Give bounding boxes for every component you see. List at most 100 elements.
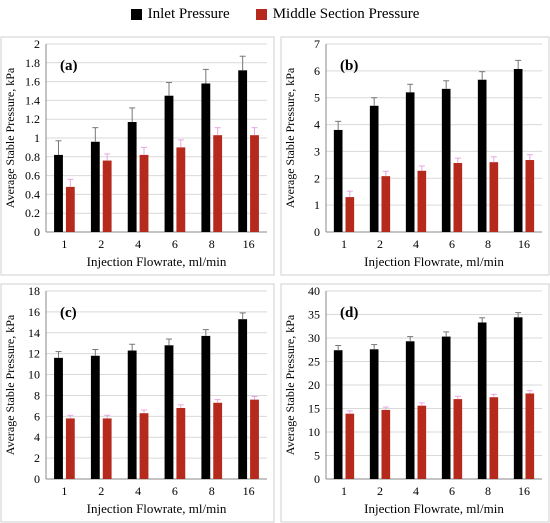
panel-b-bar-middle-1 [345,197,355,232]
legend-item-middle: Middle Section Pressure [255,6,419,23]
panel-a-bar-middle-1 [65,186,75,232]
legend-swatch-inlet [130,8,142,20]
panel-b-bar-middle-4 [417,170,427,232]
panel-b-ytick-label: 0 [314,225,320,239]
chart-legend: Inlet Pressure Middle Section Pressure [0,4,550,24]
panel-c-xtick-label: 8 [209,484,215,498]
panel-c-bar-middle-2 [102,418,112,479]
panel-a-xtick-label: 8 [209,237,215,251]
panel-a-ytick-label: 1.6 [25,75,40,89]
panel-d-bar-middle-8 [489,397,499,479]
panel-d-ytick-label: 40 [308,284,320,298]
panel-a-bar-middle-16 [250,135,259,232]
panel-b-xtick-label: 4 [413,237,419,251]
panel-c-bar-middle-1 [65,418,75,479]
panel-a-xtick-label: 1 [61,237,67,251]
panel-d-bar-middle-1 [345,413,355,479]
panel-d-xtick-label: 6 [449,484,455,498]
panel-d-xtick-label: 8 [485,484,491,498]
panel-a-ytick-label: 1.8 [25,56,40,70]
panel-b-xtick-label: 8 [485,237,491,251]
panel-d-y-axis-label: Average Stable Pressure, kPa [283,314,297,455]
panel-d-xtick-label: 16 [518,484,530,498]
panel-a-ytick-label: 0 [34,225,40,239]
panel-c-bar-inlet-1 [54,357,63,479]
panel-b-xtick-label: 1 [341,237,347,251]
panel-c-y-axis-label: Average Stable Pressure, kPa [3,314,17,455]
panel-c-bar-inlet-2 [90,355,100,479]
panel-d-ytick-label: 0 [314,472,320,486]
panel-c-xtick-label: 6 [172,484,178,498]
panel-d-ytick-label: 5 [314,449,320,463]
panel-b-chart: 0 1 2 3 4 5 6 7 1 2 4 6 8 16 Injection Flowrate, ml/mi… [280,36,550,276]
panel-a-ytick-label: 1.2 [25,112,40,126]
panel-b-label: (b) [340,58,358,74]
panel-a-ytick-label: 0.4 [25,187,40,201]
panel-a-bar-middle-6 [176,147,186,232]
panel-b-bar-middle-2 [381,176,391,232]
panel-a-chart: 0 0.2 0.4 0.6 0.8 1 1.2 1.4 1.6 1.8 2 1 2 4 6 8 16 Inject… [0,36,275,276]
panel-d-xtick-label: 2 [377,484,383,498]
panel-b-bar-inlet-1 [333,129,343,232]
panel-c-x-axis-label: Injection Flowrate, ml/min [87,501,227,516]
panel-d-ytick-label: 15 [308,402,320,416]
panel-d-ytick-label: 25 [308,355,320,369]
panel-c-ytick-label: 0 [34,472,40,486]
panel-d-bar-inlet-2 [369,349,379,479]
panel-d-ytick-label: 10 [308,425,320,439]
panel-b-ytick-label: 7 [314,37,320,51]
panel-a-bar-middle-8 [213,135,223,232]
panel-d-bar-inlet-8 [477,322,487,479]
panel-b-ytick-label: 2 [314,171,320,185]
legend-label-inlet: Inlet Pressure [147,5,230,22]
panel-a-x-axis-label: Injection Flowrate, ml/min [87,254,227,269]
panel-c-xtick-label: 2 [98,484,104,498]
panel-a-bar-inlet-1 [54,154,63,232]
panel-a-xtick-label: 2 [98,237,104,251]
panel-d-bar-inlet-6 [441,336,451,479]
panel-c-bar-middle-4 [139,413,149,479]
panel-d-label: (d) [340,305,358,321]
panel-a-bar-inlet-8 [201,83,211,232]
panel-b-bar-inlet-16 [513,68,523,232]
panel-c-ytick-label: 2 [34,451,40,465]
panel-b-ytick-label: 3 [314,144,320,158]
panel-c-bar-inlet-4 [127,350,137,479]
panel-d-bar-middle-2 [381,409,391,479]
panel-a-xtick-label: 6 [172,237,178,251]
panel-b-ytick-label: 6 [314,64,320,78]
panel-a-bar-inlet-6 [164,95,174,232]
panel-d-ytick-label: 20 [308,378,320,392]
panel-a-xtick-label: 16 [243,237,255,251]
panel-b-xtick-label: 6 [449,237,455,251]
panel-a-label: (a) [60,58,78,74]
panel-b-xtick-label: 16 [518,237,530,251]
panel-c-ytick-label: 16 [28,305,40,319]
panel-b-bar-inlet-4 [405,92,415,232]
panel-c-xtick-label: 16 [243,484,255,498]
panel-a-bar-middle-4 [139,154,149,232]
panel-c-ytick-label: 8 [34,388,40,402]
panel-b-ytick-label: 4 [314,118,320,132]
panel-b-bar-inlet-6 [441,88,451,232]
panel-c-ytick-label: 4 [34,430,40,444]
panel-b-bar-inlet-2 [369,105,379,232]
panel-c-ytick-label: 14 [28,326,40,340]
legend-swatch-middle [255,8,267,20]
panel-d-ytick-label: 35 [308,308,320,322]
panel-c-bar-middle-6 [176,407,186,479]
panel-a-ytick-label: 2 [34,37,40,51]
panel-c-xtick-label: 1 [61,484,67,498]
panel-b-x-axis-label: Injection Flowrate, ml/min [364,254,504,269]
panel-c-bar-middle-8 [213,402,223,479]
panel-b-bar-middle-6 [453,162,463,232]
panel-d-bar-inlet-4 [405,341,415,479]
panel-d-chart: 0 5 10 15 20 25 30 35 40 1 2 4 6 8 16 Injection Flowrat… [280,283,550,523]
panel-c-ytick-label: 10 [28,368,40,382]
panel-b-bar-middle-16 [525,160,535,232]
panel-a-ytick-label: 1 [34,131,40,145]
panel-c-ytick-label: 6 [34,409,40,423]
panel-d-ytick-label: 30 [308,331,320,345]
panel-d-frame [280,283,550,523]
